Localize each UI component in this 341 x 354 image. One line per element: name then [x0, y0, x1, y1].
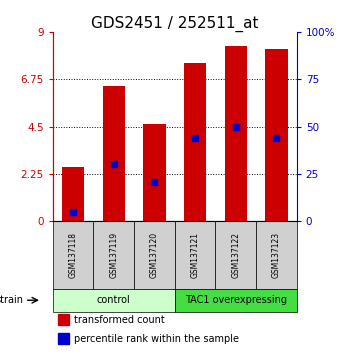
- Bar: [224, 46, 247, 221]
- Title: GDS2451 / 252511_at: GDS2451 / 252511_at: [91, 16, 258, 32]
- Bar: [53, 221, 93, 289]
- Bar: [175, 289, 297, 312]
- Text: strain: strain: [0, 295, 24, 305]
- Bar: [184, 63, 206, 221]
- Bar: [58, 333, 69, 344]
- Text: GSM137119: GSM137119: [109, 232, 118, 278]
- Bar: [58, 314, 69, 325]
- Text: percentile rank within the sample: percentile rank within the sample: [74, 333, 239, 344]
- Text: GSM137122: GSM137122: [231, 232, 240, 278]
- Text: GSM137121: GSM137121: [191, 232, 199, 278]
- Bar: [93, 221, 134, 289]
- Text: control: control: [97, 295, 131, 305]
- Text: GSM137123: GSM137123: [272, 232, 281, 278]
- Text: transformed count: transformed count: [74, 315, 164, 325]
- Bar: [103, 86, 125, 221]
- Bar: [256, 221, 297, 289]
- Text: TAC1 overexpressing: TAC1 overexpressing: [185, 295, 287, 305]
- Bar: [143, 125, 166, 221]
- Bar: [216, 221, 256, 289]
- Bar: [53, 289, 175, 312]
- Bar: [62, 167, 84, 221]
- Text: GSM137118: GSM137118: [69, 232, 78, 278]
- Text: GSM137120: GSM137120: [150, 232, 159, 278]
- Bar: [265, 49, 287, 221]
- Bar: [175, 221, 216, 289]
- Bar: [134, 221, 175, 289]
